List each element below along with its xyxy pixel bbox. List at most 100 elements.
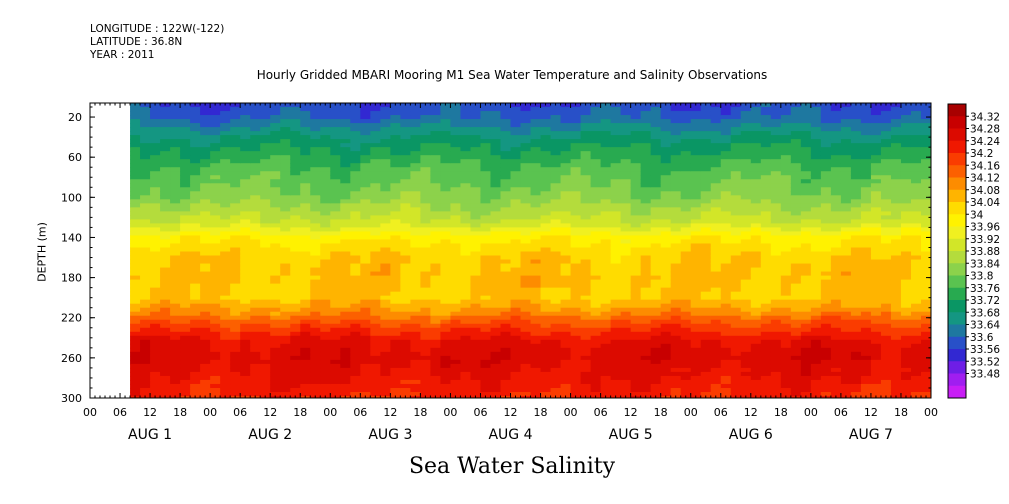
heat-cell bbox=[210, 255, 221, 261]
heat-cell bbox=[350, 143, 361, 148]
heat-cell bbox=[530, 279, 542, 285]
heat-cell bbox=[540, 255, 552, 261]
heat-cell bbox=[650, 299, 662, 305]
heat-cell bbox=[400, 135, 411, 140]
heat-cell bbox=[490, 347, 502, 353]
heat-cell bbox=[240, 143, 251, 148]
heat-cell bbox=[180, 375, 191, 381]
heat-cell bbox=[510, 175, 522, 180]
heat-cell bbox=[220, 183, 231, 188]
heat-cell bbox=[550, 231, 562, 237]
heat-cell bbox=[680, 207, 692, 212]
heat-cell bbox=[670, 367, 682, 373]
heat-cell bbox=[240, 223, 251, 229]
heat-cell bbox=[720, 299, 732, 305]
heat-cell bbox=[430, 191, 442, 196]
heat-cell bbox=[610, 371, 622, 377]
heat-cell bbox=[790, 387, 802, 393]
heat-cell bbox=[700, 367, 712, 373]
heat-cell bbox=[390, 227, 401, 233]
heat-cell bbox=[620, 355, 632, 361]
heat-cell bbox=[320, 311, 331, 317]
heat-cell bbox=[320, 383, 331, 389]
heat-cell bbox=[370, 171, 381, 176]
heat-cell bbox=[320, 187, 331, 192]
heat-cell bbox=[230, 247, 241, 253]
heat-cell bbox=[340, 115, 351, 120]
heat-cell bbox=[450, 219, 462, 224]
heat-cell bbox=[480, 219, 492, 224]
heat-cell bbox=[630, 127, 642, 132]
heat-cell bbox=[450, 355, 462, 361]
heat-cell bbox=[160, 107, 171, 112]
heat-cell bbox=[580, 215, 592, 220]
heat-cell bbox=[430, 243, 442, 249]
heat-cell bbox=[250, 235, 261, 241]
heat-cell bbox=[670, 255, 682, 261]
heat-cell bbox=[240, 215, 251, 220]
heat-cell bbox=[130, 115, 141, 120]
heat-cell bbox=[500, 147, 512, 152]
heat-cell bbox=[600, 123, 612, 128]
heat-cell bbox=[330, 383, 341, 389]
heat-cell bbox=[480, 227, 492, 233]
heat-cell bbox=[250, 335, 261, 341]
heat-cell bbox=[450, 111, 462, 116]
heat-cell bbox=[690, 339, 702, 345]
heat-cell bbox=[200, 163, 211, 168]
heat-cell bbox=[620, 259, 632, 265]
heat-cell bbox=[330, 211, 341, 216]
heat-cell bbox=[360, 279, 371, 285]
heat-cell bbox=[490, 275, 502, 281]
heat-cell bbox=[210, 115, 221, 120]
heat-cell bbox=[760, 199, 772, 204]
heat-cell bbox=[260, 147, 271, 152]
heat-cell bbox=[270, 235, 281, 241]
heat-cell bbox=[270, 323, 281, 329]
heat-cell bbox=[180, 183, 191, 188]
heat-cell bbox=[440, 351, 452, 357]
heat-cell bbox=[430, 183, 442, 188]
heat-cell bbox=[410, 275, 421, 281]
heat-cell bbox=[170, 175, 181, 180]
heat-cell bbox=[280, 351, 291, 357]
heat-cell bbox=[670, 251, 682, 257]
heat-cell bbox=[370, 223, 381, 229]
heat-cell bbox=[500, 199, 512, 204]
heat-cell bbox=[540, 195, 552, 200]
heat-cell bbox=[250, 299, 261, 305]
heat-cell bbox=[710, 343, 722, 349]
heat-cell bbox=[340, 347, 351, 353]
heat-cell bbox=[180, 327, 191, 333]
heat-cell bbox=[570, 371, 582, 377]
heat-cell bbox=[240, 319, 251, 325]
heat-cell bbox=[760, 391, 772, 397]
heat-cell bbox=[310, 127, 321, 132]
heat-cell bbox=[330, 367, 341, 373]
heat-cell bbox=[590, 119, 602, 124]
heat-cell bbox=[270, 327, 281, 333]
heat-cell bbox=[450, 367, 462, 373]
heat-cell bbox=[320, 239, 331, 245]
heat-cell bbox=[670, 107, 682, 112]
heat-cell bbox=[640, 147, 652, 152]
heat-cell bbox=[650, 227, 662, 233]
heat-cell bbox=[160, 207, 171, 212]
heat-cell bbox=[130, 351, 141, 357]
heat-cell bbox=[390, 267, 401, 273]
heat-cell bbox=[720, 191, 732, 196]
heat-cell bbox=[470, 199, 482, 204]
heat-cell bbox=[570, 355, 582, 361]
heat-cell bbox=[130, 135, 141, 140]
heat-cell bbox=[260, 247, 271, 253]
heat-cell bbox=[420, 363, 431, 369]
heat-cell bbox=[130, 171, 141, 176]
heat-cell bbox=[720, 183, 732, 188]
heat-cell bbox=[150, 107, 161, 112]
heat-cell bbox=[330, 147, 341, 152]
heat-cell bbox=[650, 331, 662, 337]
heat-cell bbox=[510, 251, 522, 257]
heat-cell bbox=[260, 315, 271, 321]
heat-cell bbox=[680, 211, 692, 216]
heatmap-layer bbox=[130, 103, 931, 398]
